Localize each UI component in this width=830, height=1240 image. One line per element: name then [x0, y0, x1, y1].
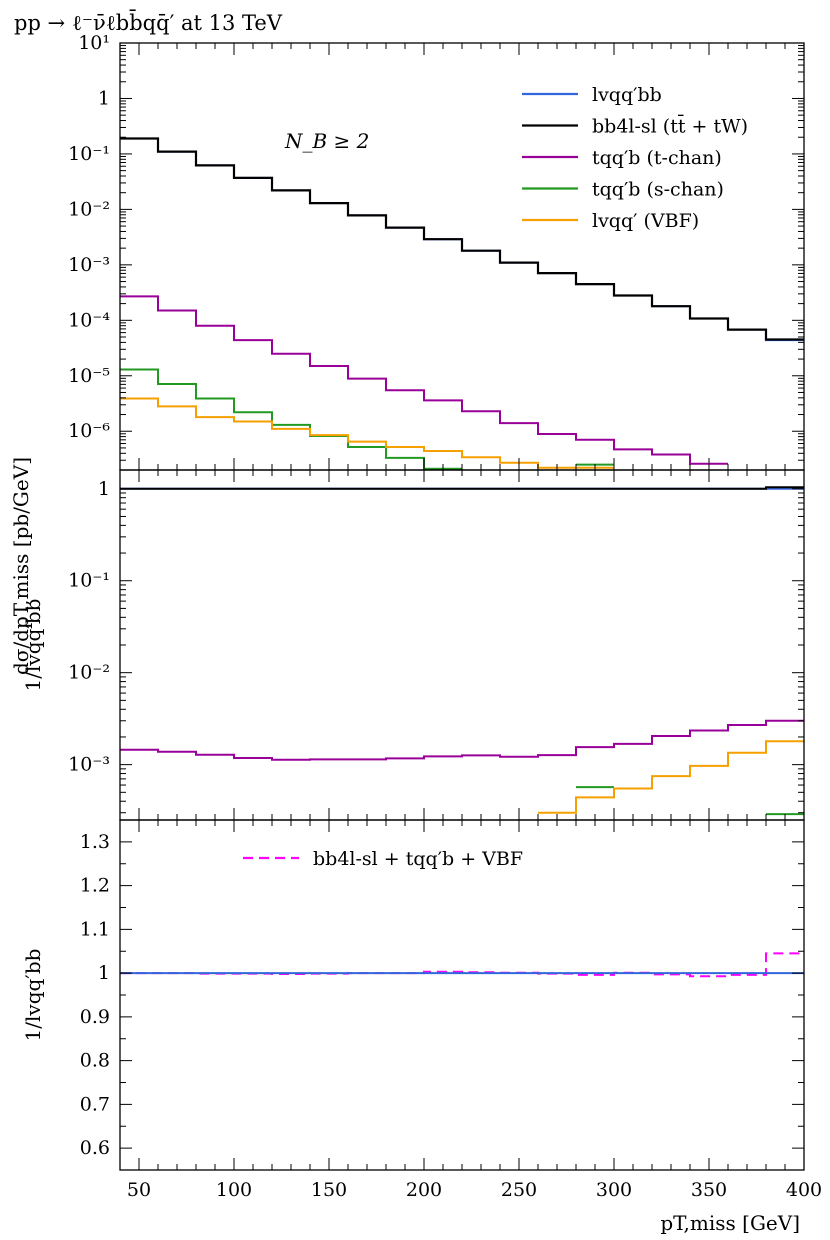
- series-bb4l-sl-tt-tw: [120, 137, 804, 341]
- ratio-log-plot-frame: [119, 469, 805, 821]
- ratio-linear-legend: bb4l-sl + tqq′b + VBF: [243, 848, 523, 870]
- x-tick-label: 50: [127, 1179, 151, 1201]
- y-tick-label: 10⁻²: [68, 198, 110, 220]
- y-tick-label: 10⁻⁶: [68, 420, 110, 442]
- series-line-tqq-b-t-chan: [120, 295, 728, 465]
- legend-item-tqq-b-t-chan: tqq′b (t-chan): [522, 147, 722, 169]
- x-tick-label: 250: [501, 1179, 537, 1201]
- x-tick-label: 200: [406, 1179, 442, 1201]
- n-b-annotation: N_B ≥ 2: [284, 129, 369, 153]
- y-tick-label: 10¹: [78, 32, 110, 54]
- legend-item-lvqq-vbf: lvqq′ (VBF): [522, 210, 699, 232]
- x-tick-label: 300: [596, 1179, 632, 1201]
- legend-label: tqq′b (s-chan): [592, 179, 724, 201]
- series-tqq-b-s-chan: [120, 368, 614, 470]
- series-tqq-b-t-chan: [120, 295, 728, 465]
- ratio-linear-panel: 1.3 1.2 1.1 1 0.9 0.8 0.7 0.6 1/lvqq′bb bb4l-sl…: [21, 819, 822, 1235]
- y-tick-label: 1: [98, 478, 110, 500]
- series-line-tqq-b-s-chan: [576, 786, 804, 816]
- ratio-log-axis-ticks: 1 10⁻¹ 10⁻² 10⁻³: [68, 470, 805, 820]
- legend-item-bb4l-sl-tt-tw: bb4l-sl (tt̄ + tW): [522, 113, 748, 138]
- y-tick-label: 10⁻¹: [68, 570, 110, 592]
- y-tick-label: 0.7: [80, 1093, 110, 1115]
- ratio-linear-plot-frame: [119, 819, 805, 1171]
- y-tick-label: 10⁻³: [68, 754, 110, 776]
- x-tick-label: 150: [311, 1179, 347, 1201]
- legend-label: lvqq′bb: [592, 84, 662, 106]
- ratio-log-curves: [120, 486, 804, 816]
- y-tick-label: 0.8: [80, 1050, 110, 1072]
- y-tick-label: 0.6: [80, 1137, 110, 1159]
- x-tick-label: 100: [216, 1179, 252, 1201]
- y-tick-label: 10⁻⁵: [68, 365, 110, 387]
- y-tick-label: 10⁻¹: [68, 143, 110, 165]
- y-tick-label: 10⁻⁴: [68, 309, 110, 331]
- main-axis-ticks: 10¹ 1 10⁻¹ 10⁻² 10⁻³ 10⁻⁴ 10⁻⁵ 10⁻⁶: [68, 32, 805, 471]
- series-tqq-b-t-chan: [120, 719, 804, 761]
- x-tick-labels: 50 100 150 200 250 300 350 400: [127, 1179, 822, 1201]
- ratio-log-panel: 1 10⁻¹ 10⁻² 10⁻³ 1/lvqq′bb: [21, 469, 805, 821]
- series-tqq-b-s-chan: [576, 786, 804, 816]
- y-tick-label: 10⁻³: [68, 254, 110, 276]
- series-line-bb4l-sl-tt-tw: [120, 486, 804, 490]
- main-y-axis-label: dσ/dpT,miss [pb/GeV]: [9, 457, 33, 675]
- legend-item-tqq-b-s-chan: tqq′b (s-chan): [522, 179, 724, 201]
- y-tick-label: 1: [98, 87, 110, 109]
- ratio-log-y-axis-label: 1/lvqq′bb: [21, 599, 45, 692]
- series-line-lvqq-vbf: [538, 740, 804, 814]
- legend-label: bb4l-sl + tqq′b + VBF: [313, 848, 523, 870]
- y-tick-label: 1.1: [80, 918, 110, 940]
- ratio-linear-axis-ticks: 1.3 1.2 1.1 1 0.9 0.8 0.7 0.6: [80, 819, 805, 1171]
- legend-item-bb4l-sl-tqq-b-vbf: bb4l-sl + tqq′b + VBF: [243, 848, 523, 870]
- chart-title: pp → ℓ⁻ν̄ℓbb̄qq̄′ at 13 TeV: [14, 9, 283, 35]
- y-tick-label: 1.2: [80, 875, 110, 897]
- y-tick-label: 0.9: [80, 1006, 110, 1028]
- main-legend: lvqq′bb bb4l-sl (tt̄ + tW) tqq′b (t-chan) t…: [522, 84, 748, 232]
- ratio-linear-y-axis-label: 1/lvqq′bb: [21, 949, 45, 1042]
- ratio-linear-curves: [120, 952, 804, 978]
- legend-item-lvqq-bb: lvqq′bb: [522, 84, 662, 106]
- y-tick-label: 1.3: [80, 831, 110, 853]
- y-tick-label: 1: [98, 962, 110, 984]
- series-line-tqq-b-t-chan: [120, 719, 804, 761]
- legend-label: bb4l-sl (tt̄ + tW): [592, 113, 748, 137]
- main-panel: 10¹ 1 10⁻¹ 10⁻² 10⁻³ 10⁻⁴ 10⁻⁵ 10⁻⁶ dσ/dpT,miss…: [9, 32, 805, 675]
- series-bb4l-sl-tt-tw: [120, 486, 804, 490]
- x-tick-label: 400: [786, 1179, 822, 1201]
- x-axis-label: pT,miss [GeV]: [660, 1211, 800, 1235]
- legend-label: lvqq′ (VBF): [592, 210, 699, 232]
- x-tick-label: 350: [691, 1179, 727, 1201]
- series-line-tqq-b-s-chan: [120, 368, 614, 470]
- series-lvqq-vbf: [538, 740, 804, 814]
- series-line-bb4l-sl-tt-tw: [120, 137, 804, 341]
- y-tick-label: 10⁻²: [68, 662, 110, 684]
- series-line-lvqq-vbf: [120, 397, 614, 469]
- series-lvqq-vbf: [120, 397, 614, 469]
- legend-label: tqq′b (t-chan): [592, 147, 722, 169]
